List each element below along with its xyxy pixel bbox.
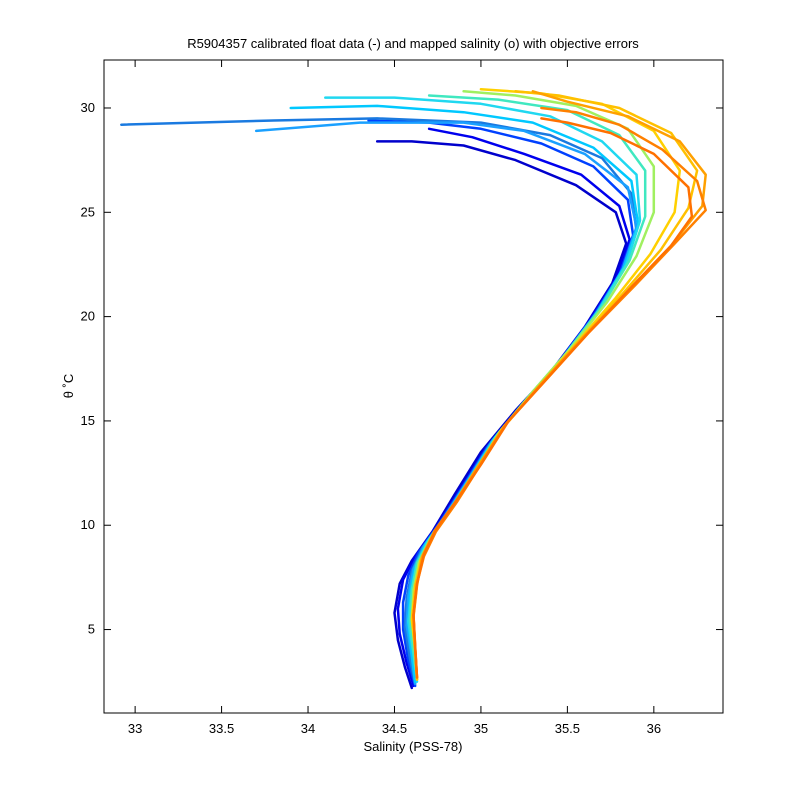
y-tick-label: 10 <box>81 517 95 532</box>
y-tick-label: 5 <box>88 622 95 637</box>
x-tick-label: 34.5 <box>382 721 407 736</box>
x-tick-label: 36 <box>647 721 661 736</box>
x-tick-label: 35.5 <box>555 721 580 736</box>
ticks-layer: 33 33.5 34 34.5 35 35.5 36 5 10 15 20 25 30 <box>81 60 723 736</box>
x-tick-label: 33 <box>128 721 142 736</box>
series-line-13 <box>412 117 694 679</box>
y-tick-label: 30 <box>81 100 95 115</box>
y-tick-label: 25 <box>81 204 95 219</box>
y-axis-label: θ ˚C <box>61 374 76 399</box>
plot-frame <box>103 59 724 714</box>
y-tick-label: 15 <box>81 413 95 428</box>
x-tick-label: 34 <box>301 721 315 736</box>
chart-title: R5904357 calibrated float data (-) and m… <box>187 36 639 51</box>
x-tick-label: 33.5 <box>209 721 234 736</box>
series-layer <box>120 87 707 690</box>
x-axis-label: Salinity (PSS-78) <box>364 739 463 754</box>
x-tick-label: 35 <box>474 721 488 736</box>
y-tick-label: 20 <box>81 309 95 324</box>
